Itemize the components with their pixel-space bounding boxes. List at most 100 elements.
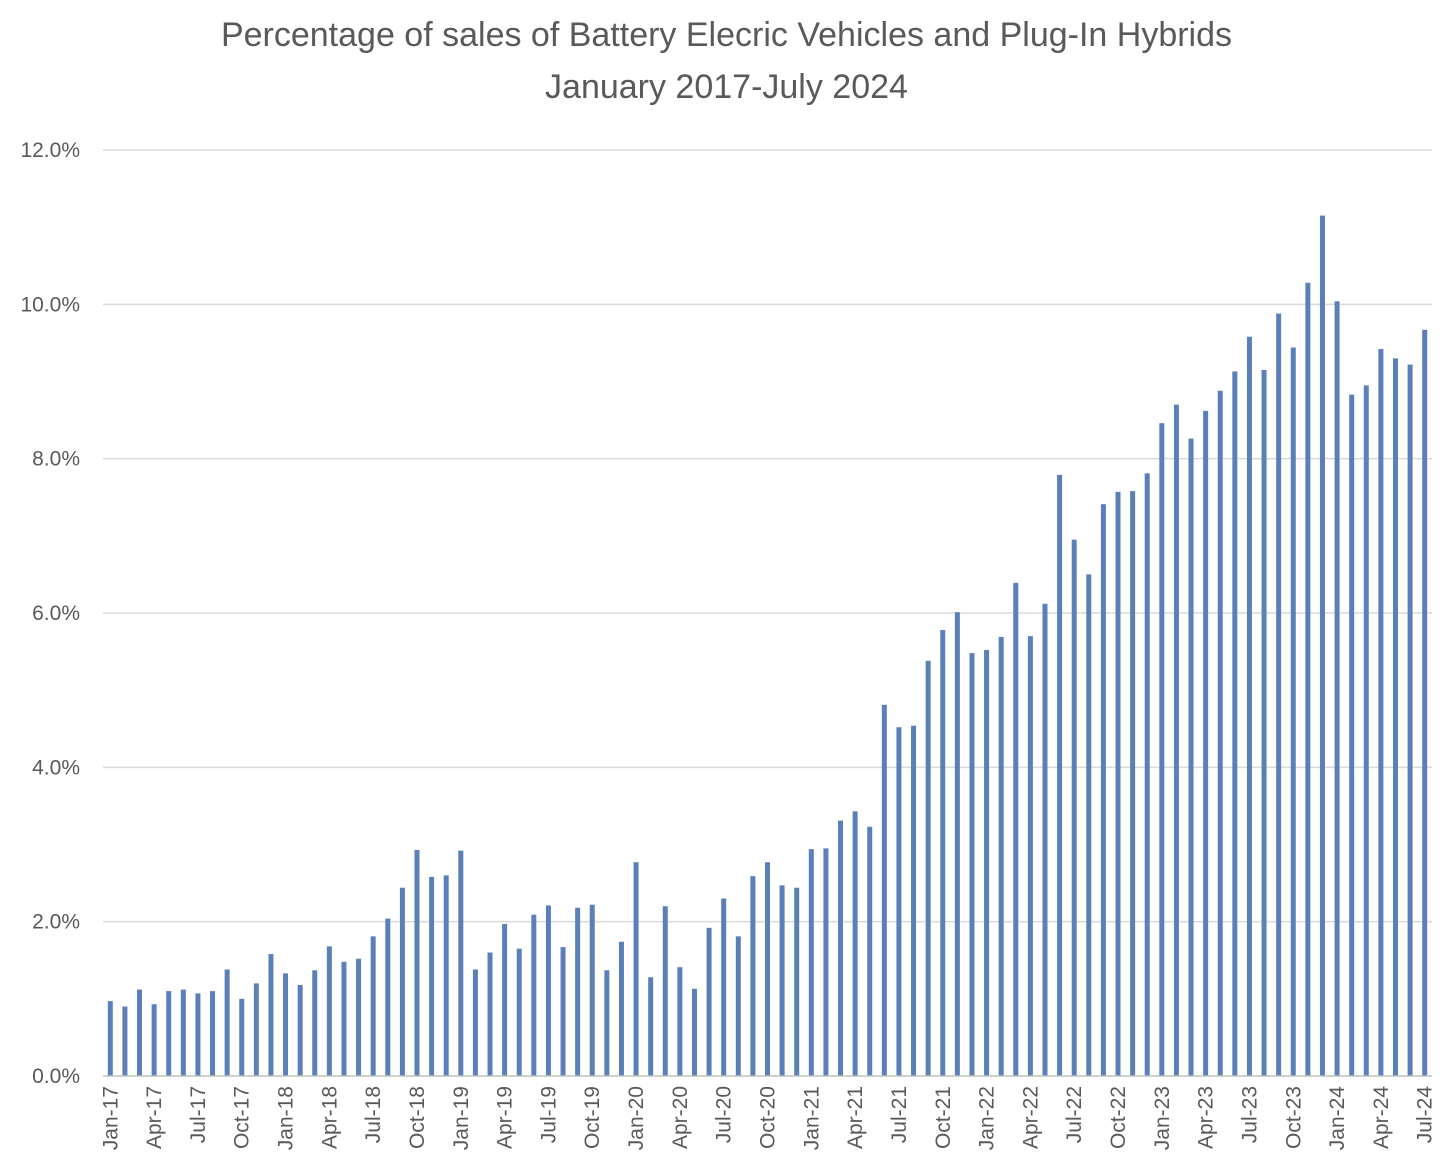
bar — [1276, 313, 1282, 1076]
bar — [1159, 423, 1165, 1076]
bar — [107, 1001, 113, 1076]
bar — [1027, 636, 1033, 1076]
bar — [1057, 474, 1063, 1076]
x-tick-label: Jan-24 — [1326, 1086, 1349, 1151]
bar — [297, 984, 303, 1076]
x-tick-label: Jul-22 — [1063, 1086, 1086, 1143]
x-tick-label: Jan-23 — [1151, 1086, 1174, 1150]
y-tick-label: 10.0% — [20, 293, 80, 316]
bar — [633, 862, 639, 1076]
bar — [1144, 473, 1150, 1076]
y-tick-label: 0.0% — [32, 1065, 80, 1088]
bar — [998, 636, 1004, 1076]
bar — [1407, 364, 1413, 1077]
bar — [954, 612, 960, 1076]
x-tick-label: Apr-21 — [844, 1086, 867, 1149]
bar — [765, 862, 770, 1076]
bar — [1261, 369, 1267, 1076]
bar — [1042, 603, 1048, 1076]
bar — [1013, 582, 1019, 1076]
bar — [516, 948, 522, 1076]
bar — [794, 887, 800, 1076]
x-axis-tick-labels: Jan-17 Apr-17 Jul-17 Oct-17 Jan-18 Apr-18 Jul-… — [99, 1086, 1436, 1151]
bar — [1319, 215, 1325, 1076]
x-tick-label: Oct-17 — [231, 1086, 254, 1149]
x-tick-label: Jan-18 — [275, 1086, 298, 1150]
x-tick-label: Jul-18 — [362, 1086, 385, 1143]
bar — [925, 660, 931, 1076]
bar — [1086, 574, 1092, 1076]
bar — [808, 849, 814, 1076]
bar — [195, 993, 201, 1076]
x-tick-label: Apr-20 — [669, 1086, 692, 1149]
x-tick-label: Jan-22 — [976, 1086, 999, 1150]
y-tick-label: 8.0% — [32, 448, 80, 471]
x-tick-label: Oct-19 — [581, 1086, 604, 1149]
x-tick-label: Oct-22 — [1107, 1086, 1130, 1149]
bar — [443, 875, 449, 1076]
bar — [735, 936, 741, 1076]
bar — [589, 904, 595, 1076]
x-tick-label: Oct-18 — [406, 1086, 429, 1149]
x-tick-label: Jan-21 — [800, 1086, 823, 1150]
x-tick-label: Jul-17 — [187, 1086, 210, 1143]
bar — [1363, 385, 1369, 1076]
bar — [691, 988, 697, 1076]
bar — [648, 977, 654, 1076]
x-tick-label: Oct-23 — [1282, 1086, 1305, 1149]
bar — [180, 989, 186, 1076]
bar — [429, 876, 435, 1076]
y-tick-label: 12.0% — [20, 139, 80, 162]
bar — [414, 849, 420, 1076]
y-axis-tick-labels: 0.0% 2.0% 4.0% 6.0% 8.0% 10.0% 12.0% — [20, 139, 80, 1088]
bar — [385, 918, 391, 1076]
x-tick-label: Jul-19 — [537, 1086, 560, 1143]
bar — [706, 927, 712, 1076]
bar — [239, 998, 245, 1076]
bar — [677, 967, 683, 1076]
x-tick-label: Oct-20 — [757, 1086, 780, 1149]
x-tick-label: Apr-17 — [143, 1086, 166, 1149]
bar — [1290, 347, 1296, 1077]
chart-title: Percentage of sales of Battery Elecric V… — [220, 16, 1233, 54]
bar — [151, 1004, 157, 1076]
bar — [531, 914, 537, 1076]
y-tick-label: 2.0% — [32, 911, 80, 934]
bar — [341, 961, 347, 1076]
bar — [472, 969, 478, 1076]
bar — [940, 629, 946, 1076]
bar — [283, 973, 289, 1076]
bar — [502, 923, 508, 1076]
x-tick-label: Jul-21 — [888, 1086, 911, 1143]
bar — [1305, 282, 1311, 1076]
bar — [545, 905, 551, 1076]
bar — [560, 947, 566, 1076]
bar — [487, 952, 493, 1076]
y-tick-label: 6.0% — [32, 602, 80, 625]
bar — [575, 907, 581, 1076]
bar — [268, 954, 274, 1076]
bar — [881, 704, 887, 1076]
bar — [399, 887, 405, 1076]
bar — [984, 650, 990, 1076]
x-tick-label: Jan-17 — [99, 1086, 122, 1150]
x-tick-label: Apr-18 — [318, 1086, 341, 1149]
x-tick-label: Apr-19 — [494, 1086, 517, 1149]
bar — [662, 906, 668, 1076]
bar — [356, 958, 362, 1076]
bar — [721, 898, 727, 1076]
bar — [326, 946, 332, 1076]
bar — [1422, 329, 1428, 1076]
bar — [779, 885, 785, 1076]
x-tick-label: Apr-22 — [1019, 1086, 1042, 1149]
bar — [750, 876, 756, 1076]
x-tick-label: Jan-20 — [625, 1086, 648, 1150]
y-tick-label: 4.0% — [32, 756, 80, 779]
x-tick-label: Apr-23 — [1195, 1086, 1218, 1149]
bar — [1217, 390, 1223, 1076]
bar — [1173, 404, 1179, 1076]
bar — [210, 991, 216, 1076]
bar — [618, 941, 624, 1076]
bar — [122, 1006, 128, 1076]
